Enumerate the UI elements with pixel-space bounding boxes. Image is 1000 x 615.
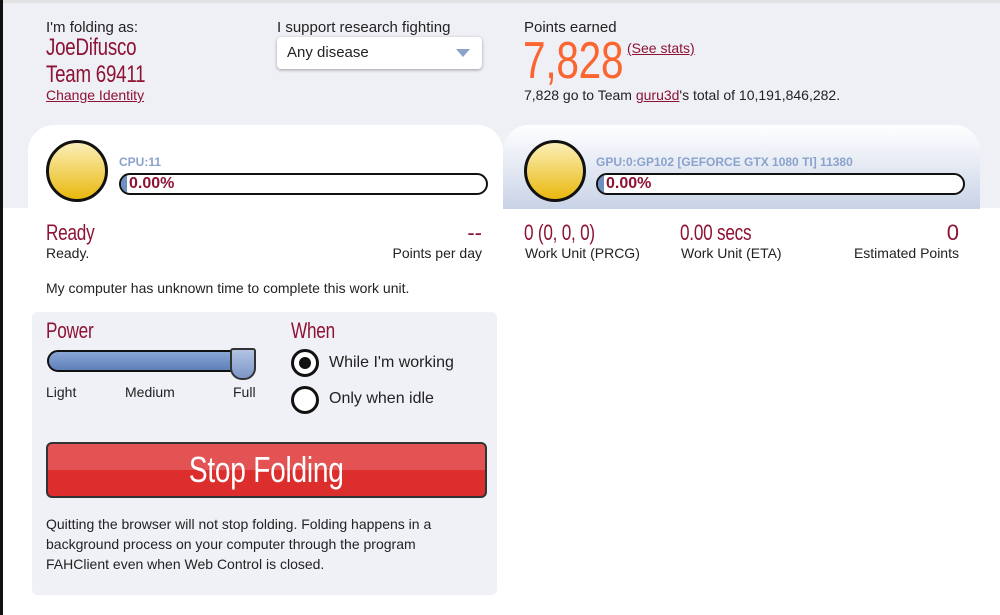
power-level-medium: Medium xyxy=(125,384,175,400)
power-title: Power xyxy=(46,318,94,343)
disease-select[interactable]: Any disease xyxy=(277,37,482,69)
team-name: Team 69411 xyxy=(46,61,146,88)
slot-name: CPU:11 xyxy=(119,155,162,169)
status-ball-icon xyxy=(524,140,586,202)
see-stats-link[interactable]: (See stats) xyxy=(627,40,695,56)
radio-label: While I'm working xyxy=(329,354,454,371)
change-identity-link[interactable]: Change Identity xyxy=(46,87,145,103)
cpu-status-detail: Ready. xyxy=(46,245,90,261)
disease-select-value: Any disease xyxy=(287,44,369,61)
power-slider-handle[interactable] xyxy=(230,348,256,380)
points-label: Points earned xyxy=(524,19,617,36)
radio-while-working[interactable] xyxy=(291,349,319,377)
radio-only-idle[interactable] xyxy=(291,386,319,414)
left-border xyxy=(0,0,3,615)
progress-bar: 0.00% xyxy=(596,173,965,195)
slot-name: GPU:0:GP102 [GEFORCE GTX 1080 TI] 11380 xyxy=(596,155,853,169)
top-border xyxy=(0,0,1000,3)
team-link[interactable]: guru3d xyxy=(635,87,680,103)
power-level-full: Full xyxy=(233,384,256,400)
power-level-light: Light xyxy=(46,384,77,400)
gpu-eta-label: Work Unit (ETA) xyxy=(681,245,782,261)
cpu-status: Ready xyxy=(46,220,95,245)
slot-cpu[interactable]: CPU:11 0.00% xyxy=(28,125,503,209)
gpu-eta: 0.00 secs xyxy=(680,220,752,245)
stop-folding-button[interactable]: Stop Folding xyxy=(46,442,487,498)
slot-gpu[interactable]: GPU:0:GP102 [GEFORCE GTX 1080 TI] 11380 … xyxy=(503,125,980,209)
power-slider[interactable] xyxy=(47,350,254,372)
when-title: When xyxy=(291,318,335,343)
research-label: I support research fighting xyxy=(277,19,451,36)
eta-text: My computer has unknown time to complete… xyxy=(46,280,410,296)
identity-label: I'm folding as: xyxy=(46,19,139,36)
progress-bar: 0.00% xyxy=(119,173,488,195)
gpu-points: 0 xyxy=(946,220,959,245)
gpu-points-label: Estimated Points xyxy=(853,245,959,261)
user-name: JoeDifusco xyxy=(46,34,137,61)
gpu-prcg-label: Work Unit (PRCG) xyxy=(525,245,640,261)
gpu-prcg: 0 (0, 0, 0) xyxy=(524,220,595,245)
status-ball-icon xyxy=(46,140,108,202)
chevron-down-icon xyxy=(456,49,470,57)
ppd-value: -- xyxy=(467,220,482,245)
points-value: 7,828 xyxy=(523,32,624,90)
team-total: 7,828 go to Team guru3d's total of 10,19… xyxy=(524,87,841,103)
ppd-label: Points per day xyxy=(392,245,483,261)
note-text: Quitting the browser will not stop foldi… xyxy=(46,516,432,572)
controls-panel: Power Light Medium Full When While I'm w… xyxy=(32,312,497,595)
radio-label: Only when idle xyxy=(329,390,434,407)
